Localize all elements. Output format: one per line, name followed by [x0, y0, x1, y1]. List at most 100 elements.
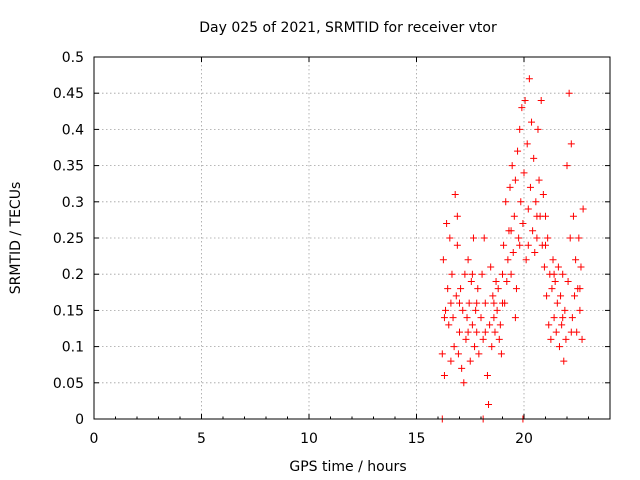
- data-point: [463, 314, 471, 322]
- data-point: [519, 220, 527, 228]
- data-point: [579, 205, 587, 213]
- y-tick-label: 0.3: [62, 195, 84, 211]
- data-point: [490, 299, 498, 307]
- y-tick-label: 0: [75, 412, 84, 428]
- data-point: [453, 241, 461, 249]
- data-point: [461, 270, 469, 278]
- data-point: [490, 314, 498, 322]
- data-point: [533, 212, 541, 220]
- data-point: [550, 314, 558, 322]
- data-point: [550, 270, 558, 278]
- data-point: [504, 256, 512, 264]
- data-point: [565, 89, 573, 97]
- data-point: [528, 118, 536, 126]
- data-point: [506, 183, 514, 191]
- x-tick-labels: 0 5 10 15 20: [90, 431, 533, 447]
- data-point: [509, 248, 517, 256]
- data-point: [462, 335, 470, 343]
- x-tick-label: 10: [300, 431, 318, 447]
- x-axis-title: GPS time / hours: [289, 459, 406, 475]
- data-point: [446, 234, 454, 242]
- data-point: [493, 306, 501, 314]
- data-point: [554, 263, 562, 271]
- data-point: [450, 343, 458, 351]
- data-point: [531, 248, 539, 256]
- data-point: [511, 314, 519, 322]
- data-point: [481, 328, 489, 336]
- y-tick-label: 0.2: [62, 267, 84, 283]
- data-point: [487, 263, 495, 271]
- data-point: [499, 270, 506, 278]
- data-point: [521, 96, 529, 104]
- data-point: [510, 212, 518, 220]
- data-point: [483, 372, 491, 380]
- data-point: [500, 241, 508, 249]
- data-point: [456, 299, 463, 307]
- data-point: [467, 277, 475, 285]
- data-point: [524, 241, 532, 249]
- data-point: [542, 241, 549, 249]
- x-tick-label: 0: [90, 431, 99, 447]
- data-point: [537, 96, 545, 104]
- data-point: [471, 343, 479, 351]
- data-point: [511, 176, 519, 184]
- data-point: [469, 234, 477, 242]
- x-tick-label: 15: [408, 431, 426, 447]
- data-point: [563, 162, 571, 170]
- data-point: [473, 328, 481, 336]
- data-point: [564, 277, 572, 285]
- y-tick-label: 0.1: [62, 340, 84, 356]
- axis-ticks: [93, 56, 610, 420]
- data-point: [569, 212, 577, 220]
- data-point: [558, 321, 566, 329]
- data-point: [542, 212, 549, 220]
- data-point: [474, 285, 482, 293]
- y-tick-label: 0.5: [62, 50, 84, 66]
- data-point: [480, 234, 488, 242]
- data-point: [478, 270, 486, 278]
- data-point: [545, 321, 553, 329]
- data-point: [502, 198, 510, 206]
- data-point: [440, 372, 448, 380]
- data-point: [532, 198, 540, 206]
- data-point: [481, 299, 489, 307]
- data-point: [507, 270, 515, 278]
- data-point: [495, 335, 503, 343]
- y-tick-label: 0.35: [53, 159, 84, 175]
- data-point: [534, 125, 542, 133]
- data-point: [456, 328, 463, 336]
- data-point: [489, 292, 497, 300]
- data-point: [571, 292, 579, 300]
- data-point: [468, 270, 476, 278]
- data-point: [552, 328, 560, 336]
- data-point: [559, 314, 567, 322]
- y-tick-label: 0.25: [53, 231, 84, 247]
- data-point: [575, 234, 583, 242]
- data-point: [515, 234, 523, 242]
- data-point: [533, 234, 541, 242]
- data-point: [440, 314, 448, 322]
- data-point: [576, 285, 584, 293]
- data-point: [464, 256, 472, 264]
- data-point: [544, 234, 552, 242]
- data-point: [551, 277, 559, 285]
- data-point: [567, 140, 575, 148]
- data-point: [468, 321, 476, 329]
- data-point: [447, 299, 455, 307]
- data-point: [514, 147, 522, 155]
- data-point: [451, 191, 459, 199]
- data-point: [561, 306, 569, 314]
- data-point: [494, 285, 502, 293]
- data-point: [444, 285, 452, 293]
- data-point: [567, 328, 575, 336]
- data-point: [457, 285, 465, 293]
- data-point: [458, 364, 466, 372]
- y-tick-label: 0.15: [53, 303, 84, 319]
- data-point: [524, 205, 532, 213]
- data-point: [485, 401, 493, 409]
- data-point: [459, 306, 467, 314]
- data-point: [507, 227, 515, 235]
- data-point: [549, 256, 557, 264]
- data-point: [548, 285, 556, 293]
